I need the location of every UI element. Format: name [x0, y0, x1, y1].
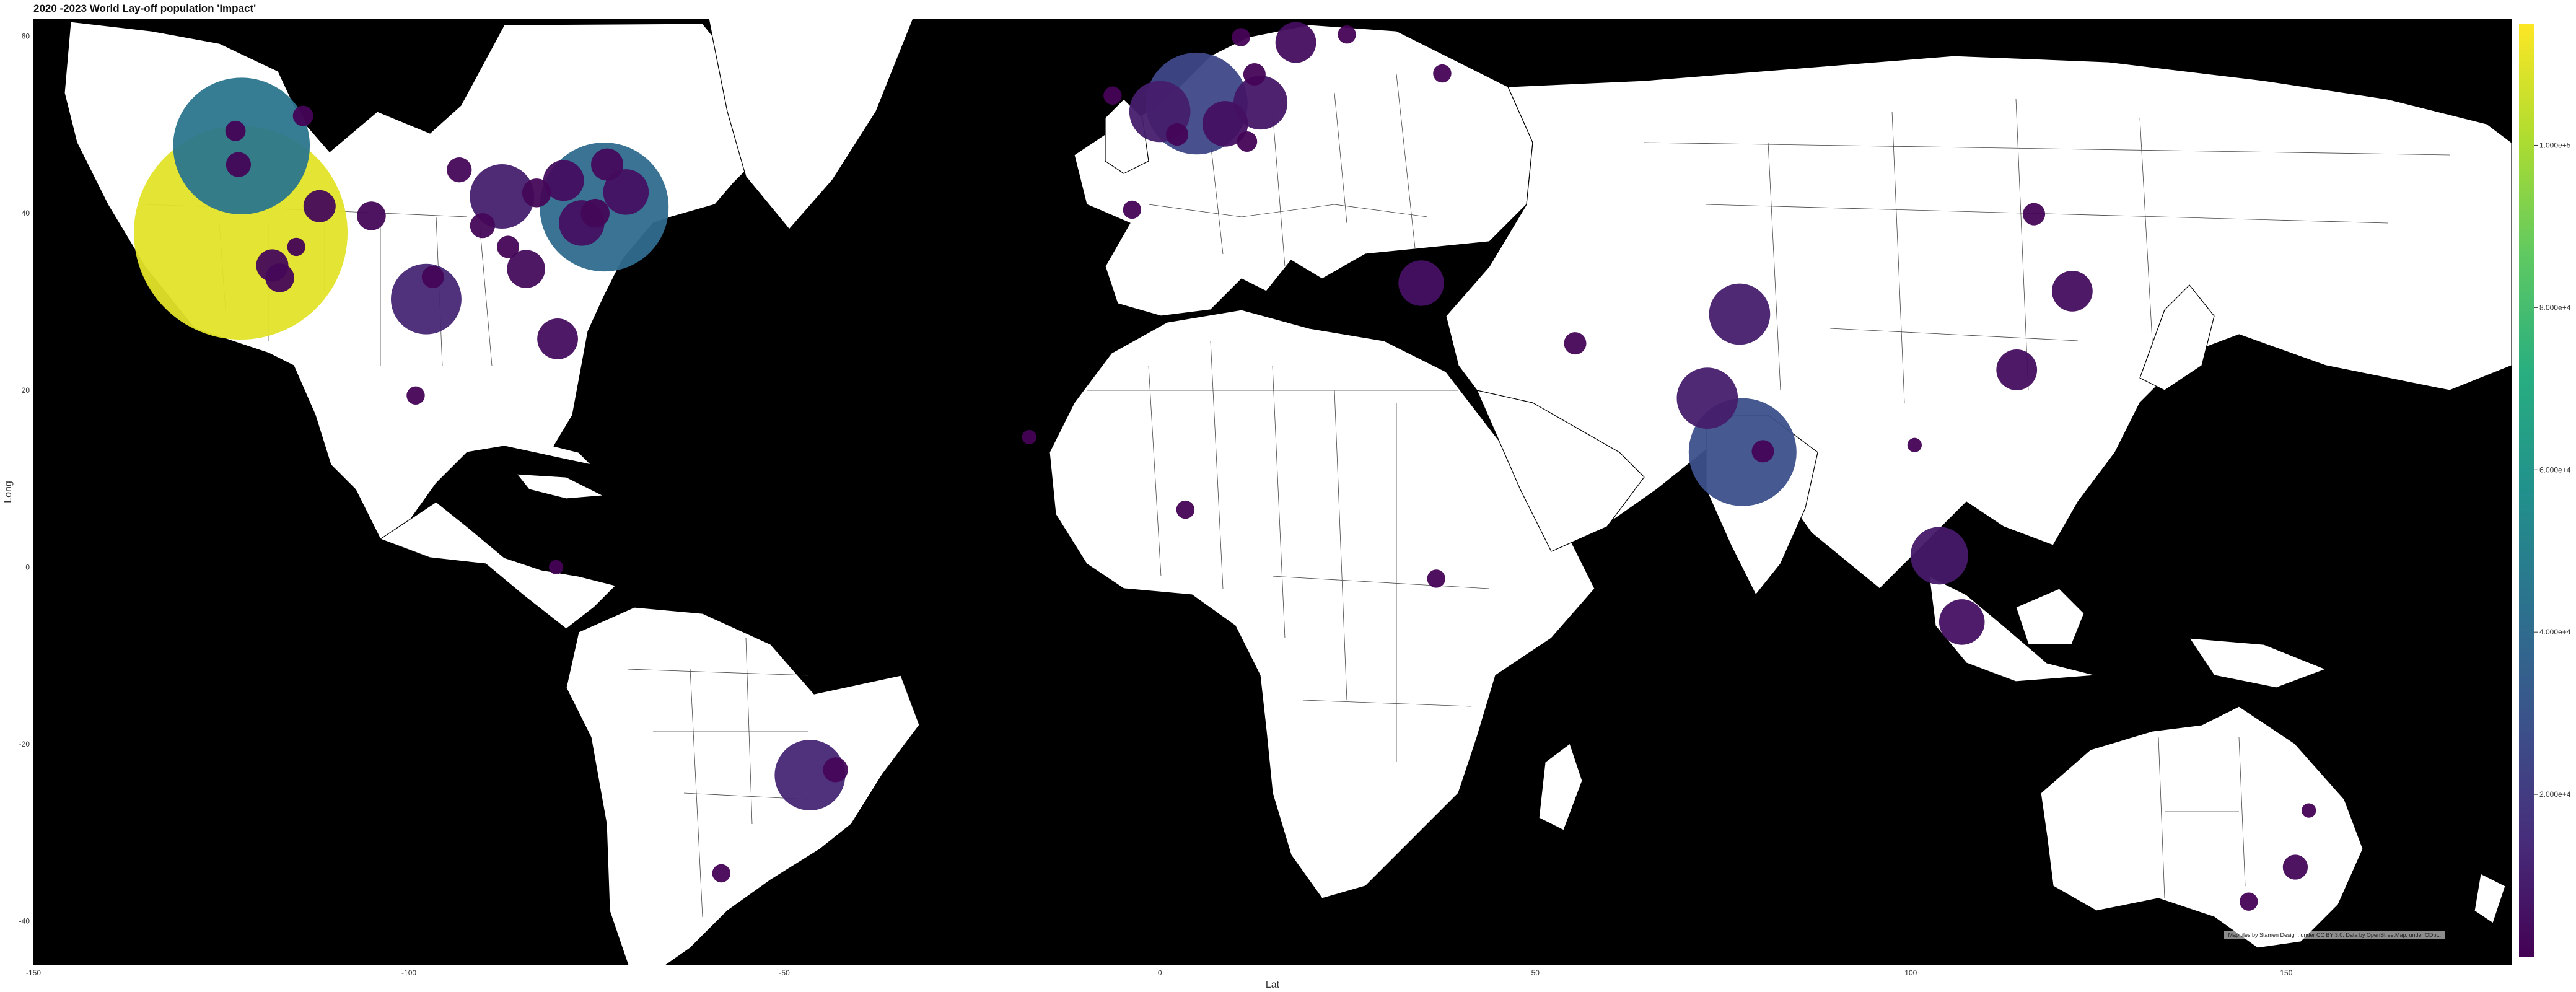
layoff-bubble[interactable] — [1275, 22, 1316, 63]
x-tick-label: 150 — [2280, 968, 2292, 977]
layoff-bubble[interactable] — [406, 386, 425, 405]
new-guinea-land — [2189, 638, 2326, 688]
layoff-bubble[interactable] — [447, 157, 472, 183]
layoff-bubble[interactable] — [1996, 349, 2038, 390]
x-axis-title: Lat — [1266, 980, 1280, 990]
layoff-bubble[interactable] — [470, 213, 495, 239]
layoff-bubble[interactable] — [1243, 63, 1266, 86]
layoff-bubble[interactable] — [712, 864, 731, 883]
x-tick-label: 50 — [1531, 968, 1540, 977]
colorbar-tick-label: 8.000e+4 — [2539, 303, 2571, 312]
layoff-bubble[interactable] — [1237, 131, 1258, 152]
map-canvas[interactable]: Map tiles by Stamen Design, under CC BY … — [33, 19, 2512, 965]
y-tick-label: 0 — [25, 563, 30, 571]
layoff-bubble[interactable] — [591, 148, 624, 181]
x-axis-ticks: -150 -100 -50 0 50 100 150 — [26, 968, 2293, 977]
layoff-bubble[interactable] — [522, 178, 551, 208]
greenland-land — [708, 19, 914, 230]
x-tick-label: -50 — [779, 968, 790, 977]
y-axis-ticks: 60 40 20 0 -20 -40 — [19, 32, 30, 926]
madagascar-land — [1538, 743, 1583, 831]
layoff-bubble[interactable] — [1751, 440, 1774, 463]
australia-land — [2040, 706, 2364, 949]
layoff-bubble[interactable] — [580, 198, 610, 228]
layoff-bubble[interactable] — [1176, 500, 1195, 519]
africa-land — [1049, 309, 1595, 899]
layoff-bubble[interactable] — [1123, 200, 1142, 219]
arabia-land — [1476, 390, 1645, 552]
layoff-bubble[interactable] — [1166, 123, 1189, 146]
layoff-bubble[interactable] — [1433, 64, 1452, 83]
layoff-bubble[interactable] — [390, 263, 462, 335]
layoff-bubble[interactable] — [1103, 86, 1122, 105]
layoff-bubble[interactable] — [421, 265, 444, 289]
layoff-bubble[interactable] — [549, 560, 564, 575]
layoff-bubble[interactable] — [1233, 76, 1288, 130]
layoff-bubble[interactable] — [1022, 429, 1036, 445]
basemap-land — [64, 19, 2512, 965]
layoff-bubble[interactable] — [1202, 101, 1248, 147]
layoff-bubble[interactable] — [1907, 437, 1922, 452]
layoff-bubble[interactable] — [1427, 569, 1445, 588]
layoff-bubble[interactable] — [226, 152, 252, 177]
layoff-bubble[interactable] — [1709, 283, 1771, 345]
japan-land — [2139, 284, 2215, 391]
y-tick-label: -20 — [19, 740, 30, 748]
chart-title: 2020 -2023 World Lay-off population 'Imp… — [33, 2, 256, 14]
colorbar-tick-label: 2.000e+4 — [2539, 790, 2571, 799]
borneo-land — [2015, 588, 2085, 645]
layoff-bubble[interactable] — [292, 105, 313, 126]
map-svg — [64, 19, 2512, 965]
layoff-bubble[interactable] — [774, 740, 846, 810]
layoff-bubble[interactable] — [603, 169, 649, 215]
layoff-bubble[interactable] — [1338, 25, 1356, 44]
layoff-bubble[interactable] — [287, 237, 305, 257]
layoff-bubble[interactable] — [173, 77, 310, 214]
europe-land — [1074, 24, 1533, 317]
layoff-bubble[interactable] — [265, 263, 294, 292]
map-attribution: Map tiles by Stamen Design, under CC BY … — [2224, 931, 2445, 939]
colorbar-tick-label: 1.000e+5 — [2539, 141, 2571, 149]
caribbean-land — [516, 473, 604, 499]
layoff-bubble[interactable] — [2052, 270, 2093, 312]
y-tick-label: 20 — [22, 386, 30, 395]
layoff-bubble[interactable] — [497, 235, 520, 258]
x-tick-label: -100 — [401, 968, 416, 977]
layoff-bubble[interactable] — [2282, 854, 2308, 880]
layoff-bubble[interactable] — [1676, 367, 1738, 429]
layoff-bubble[interactable] — [1939, 599, 1985, 645]
layoff-bubble[interactable] — [1398, 260, 1444, 306]
colorbar-ticks: 2.000e+4 4.000e+4 6.000e+4 8.000e+4 1.000e+5 — [2534, 141, 2571, 799]
layoff-bubble[interactable] — [470, 164, 535, 229]
colorbar-tick-label: 6.000e+4 — [2539, 465, 2571, 474]
layoff-bubble[interactable] — [507, 250, 545, 288]
colorbar — [2519, 24, 2534, 957]
layoff-bubble[interactable] — [2302, 803, 2316, 818]
layoff-bubble[interactable] — [537, 318, 578, 359]
x-tick-label: 0 — [1158, 968, 1162, 977]
layoff-bubble[interactable] — [303, 190, 336, 222]
layoff-bubble[interactable] — [2240, 892, 2258, 911]
layoff-bubble[interactable] — [1232, 28, 1250, 46]
y-tick-label: 60 — [22, 32, 30, 41]
layoff-bubble[interactable] — [1564, 332, 1587, 355]
x-tick-label: 100 — [1904, 968, 1917, 977]
central-america-land — [380, 501, 616, 630]
y-tick-label: 40 — [22, 209, 30, 217]
y-tick-label: -40 — [19, 917, 30, 926]
new-zealand-land — [2474, 873, 2506, 924]
layoff-bubble[interactable] — [2023, 203, 2046, 226]
x-tick-label: -150 — [26, 968, 41, 977]
south-america-land — [566, 607, 920, 965]
layoff-bubble[interactable] — [543, 160, 584, 201]
layoff-bubble[interactable] — [1910, 527, 1968, 585]
layoff-bubble[interactable] — [357, 201, 386, 230]
layoff-bubble[interactable] — [225, 120, 246, 141]
colorbar-tick-label: 4.000e+4 — [2539, 628, 2571, 636]
bubble-layer — [134, 22, 2316, 911]
layoff-bubble[interactable] — [823, 757, 848, 783]
y-axis-title: Long — [3, 481, 14, 503]
